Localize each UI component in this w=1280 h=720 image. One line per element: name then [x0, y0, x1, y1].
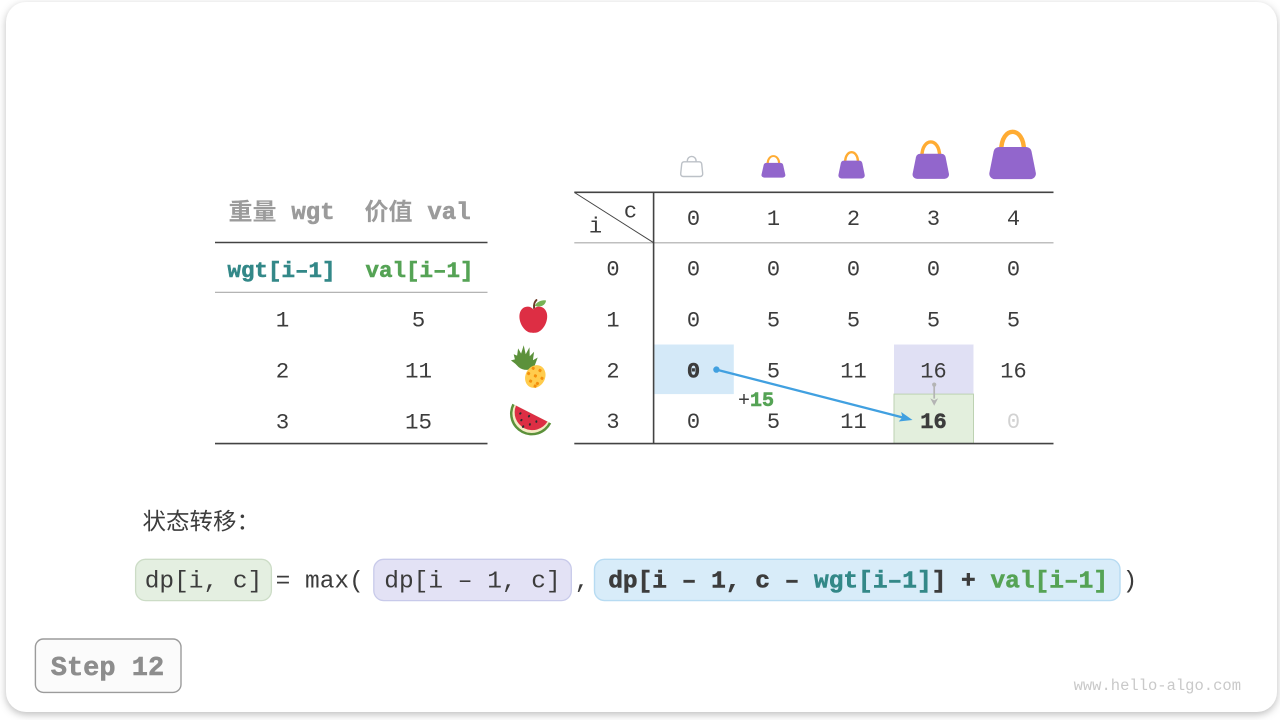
svg-text:16: 16: [920, 410, 946, 435]
svg-text:0: 0: [1007, 410, 1020, 435]
svg-text:1: 1: [606, 308, 619, 333]
svg-text:16: 16: [920, 359, 946, 384]
svg-text:val[i–1]: val[i–1]: [365, 258, 473, 284]
svg-text:0: 0: [1007, 257, 1020, 282]
svg-text:5: 5: [412, 308, 426, 334]
svg-text:0: 0: [927, 257, 940, 282]
svg-text:16: 16: [1000, 359, 1026, 384]
svg-text:5: 5: [767, 410, 780, 435]
svg-text:dp[i, c]: dp[i, c]: [145, 569, 263, 596]
svg-text:15: 15: [405, 410, 432, 436]
svg-text:2: 2: [276, 359, 290, 385]
svg-text:): ): [1123, 569, 1138, 596]
svg-text:0: 0: [687, 359, 700, 384]
svg-text:,: ,: [575, 569, 590, 596]
svg-text:i: i: [589, 214, 602, 239]
svg-text:wgt: wgt: [291, 200, 334, 227]
svg-text:0: 0: [606, 257, 619, 282]
svg-text:5: 5: [927, 308, 940, 333]
svg-text:5: 5: [767, 359, 780, 384]
svg-text:0: 0: [847, 257, 860, 282]
svg-text:11: 11: [840, 359, 866, 384]
svg-text:1: 1: [767, 207, 780, 232]
svg-text:dp[i – 1, c – wgt[i–1]] + val[: dp[i – 1, c – wgt[i–1]] + val[i–1]: [608, 569, 1108, 596]
svg-text:5: 5: [767, 308, 780, 333]
svg-text:wgt[i–1]: wgt[i–1]: [227, 258, 335, 284]
svg-text:0: 0: [687, 207, 700, 232]
svg-text:1: 1: [276, 308, 290, 334]
svg-text:0: 0: [767, 257, 780, 282]
svg-text:0: 0: [687, 410, 700, 435]
svg-text:dp[i – 1, c]: dp[i – 1, c]: [384, 569, 560, 596]
svg-text:2: 2: [606, 359, 619, 384]
svg-text:4: 4: [1007, 207, 1020, 232]
svg-text:www.hello-algo.com: www.hello-algo.com: [1074, 677, 1241, 695]
svg-text:5: 5: [1007, 308, 1020, 333]
svg-text:11: 11: [405, 359, 432, 385]
svg-text:Step 12: Step 12: [51, 654, 164, 684]
svg-text:0: 0: [687, 257, 700, 282]
svg-text:3: 3: [606, 410, 619, 435]
svg-text:0: 0: [687, 308, 700, 333]
svg-text:val: val: [427, 200, 470, 227]
svg-text:= max(: = max(: [276, 569, 364, 596]
svg-text:3: 3: [276, 410, 290, 436]
svg-text:3: 3: [927, 207, 940, 232]
svg-text:11: 11: [840, 410, 866, 435]
svg-text:+15: +15: [738, 390, 774, 413]
svg-text:2: 2: [847, 207, 860, 232]
svg-text:5: 5: [847, 308, 860, 333]
svg-text:c: c: [624, 199, 637, 224]
